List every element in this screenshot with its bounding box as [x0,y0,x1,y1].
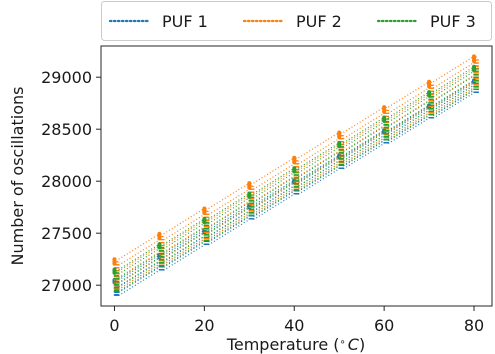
series-2-connector [208,194,250,222]
series-2 [112,54,479,290]
series-2-connector [343,125,385,152]
series-2-connector [432,87,475,114]
series-2-connector [298,138,340,165]
legend-label: PUF 2 [296,12,342,31]
x-tick-label: 0 [109,316,119,335]
series-2-connector [298,144,340,171]
plot-frame [100,45,493,307]
series-2-connector [388,93,430,120]
series-3 [112,64,479,292]
series-2-connector [298,162,340,189]
series-2-connector [118,245,160,272]
series-2-connector [343,137,385,164]
series-2-connector [343,118,385,146]
series-2-connector [253,163,295,190]
legend-label: PUF 3 [430,12,476,31]
data-bands [112,54,479,297]
series-2-connector [343,131,385,158]
series-1-connector [343,129,385,156]
series-2-connector [432,80,475,108]
series-3-connector [343,116,385,144]
y-axis-label: Number of oscillations [8,87,27,266]
x-tick-label: 20 [194,316,214,335]
series-1-connector [388,107,430,134]
series-2-connector [343,112,385,140]
series-2-connector [253,169,295,196]
y-tick-label: 28000 [41,172,92,191]
legend-entry-2: PUF 2 [242,12,342,31]
series-1-connector [343,132,385,159]
series-2-connector [432,74,475,101]
series-2-connector [388,81,430,108]
legend-box [101,1,492,41]
x-axis-ticks: 0 20 40 60 80 [109,306,484,335]
series-2-connector [163,220,205,247]
series-2-connector [118,239,160,266]
series-3-connector [208,193,250,220]
series-3-connector [253,167,295,195]
series-3-connector [163,218,205,245]
legend-entry-1: PUF 1 [108,12,208,31]
series-2-connector [118,233,160,260]
series-2-connector [163,207,205,235]
series-3-connector [432,66,475,93]
series-2-connector [298,150,340,177]
y-axis-ticks: 27000 27500 28000 28500 29000 [41,68,101,295]
x-tick-label: 60 [374,316,394,335]
series-1-connector [432,82,475,109]
series-2-connector [253,157,295,184]
series-1-connector [253,179,295,206]
series-2-connector [163,214,205,241]
x-axis-label: Temperature (∘ C) [226,335,365,354]
legend: PUF 1 PUF 2 PUF 3 [101,1,492,41]
y-tick-label: 28500 [41,120,92,139]
series-3-connector [298,142,340,169]
series-2-connector [388,112,430,139]
series-1-connector [208,204,250,231]
series-1-connector [388,104,430,131]
x-tick-label: 80 [464,316,484,335]
y-tick-label: 29000 [41,68,92,87]
series-2-connector [208,188,250,216]
legend-entry-3: PUF 3 [376,12,476,31]
legend-label: PUF 1 [162,12,208,31]
series-2-connector [432,55,475,83]
y-tick-label: 27500 [41,224,92,243]
series-3-connector [118,243,160,271]
series-2-connector [298,156,340,183]
series-2-connector [388,99,430,127]
series-2-connector [298,131,340,159]
series-2-connector [388,106,430,133]
series-2-connector [388,87,430,114]
series-2-connector [343,106,385,133]
series-2-connector [432,62,475,89]
series-2-connector [432,68,475,95]
y-tick-label: 27000 [41,276,92,295]
x-tick-label: 40 [284,316,304,335]
series-3-connector [388,91,430,119]
series-1-connector [298,154,340,181]
series-2-connector [208,182,250,210]
